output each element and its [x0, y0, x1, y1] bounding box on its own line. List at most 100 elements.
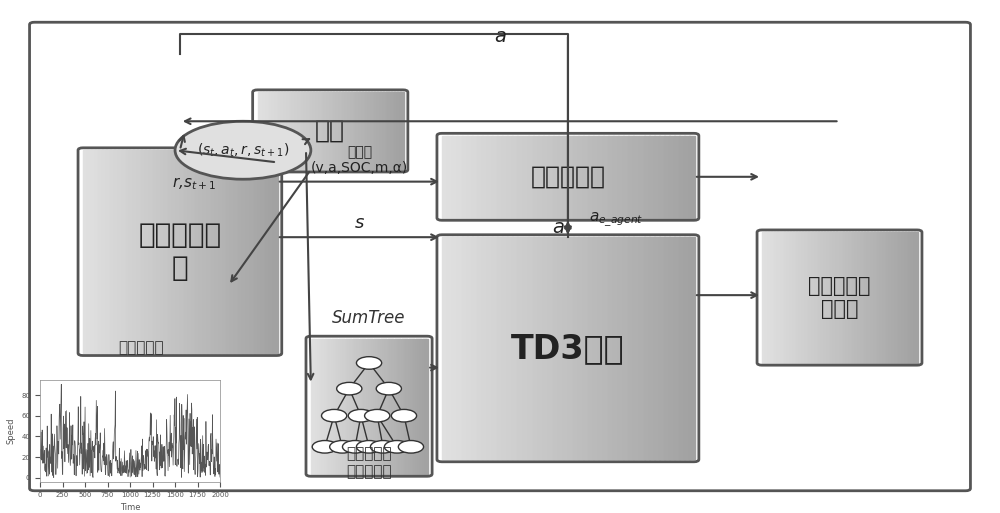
- Bar: [307, 92, 311, 170]
- Bar: [195, 150, 200, 353]
- Bar: [502, 237, 508, 459]
- Bar: [874, 232, 878, 363]
- Bar: [87, 150, 92, 353]
- Bar: [517, 237, 523, 459]
- Bar: [664, 237, 670, 459]
- Bar: [908, 232, 912, 363]
- Bar: [558, 237, 564, 459]
- Bar: [808, 232, 813, 363]
- Bar: [172, 150, 177, 353]
- Bar: [322, 92, 325, 170]
- Circle shape: [356, 441, 382, 453]
- Bar: [301, 92, 305, 170]
- Bar: [824, 232, 828, 363]
- Bar: [805, 232, 809, 363]
- Bar: [192, 150, 196, 353]
- Bar: [368, 92, 372, 170]
- Bar: [849, 232, 853, 363]
- Bar: [462, 237, 468, 459]
- Bar: [892, 232, 896, 363]
- Bar: [877, 232, 881, 363]
- Bar: [457, 136, 463, 218]
- Bar: [784, 232, 788, 363]
- Circle shape: [348, 409, 374, 422]
- Bar: [357, 339, 361, 474]
- Bar: [390, 339, 393, 474]
- Bar: [153, 150, 158, 353]
- Bar: [341, 339, 344, 474]
- Bar: [613, 237, 619, 459]
- Bar: [98, 150, 103, 353]
- Circle shape: [391, 409, 417, 422]
- Bar: [269, 150, 274, 353]
- Bar: [263, 92, 267, 170]
- Bar: [679, 136, 685, 218]
- Bar: [242, 150, 247, 353]
- Bar: [423, 339, 426, 474]
- Bar: [327, 339, 330, 474]
- Bar: [623, 237, 629, 459]
- Bar: [644, 237, 650, 459]
- Bar: [867, 232, 872, 363]
- Bar: [145, 150, 150, 353]
- Bar: [796, 232, 800, 363]
- Bar: [649, 136, 655, 218]
- X-axis label: Time: Time: [120, 503, 140, 512]
- Bar: [861, 232, 865, 363]
- Bar: [512, 237, 518, 459]
- Bar: [348, 92, 352, 170]
- Bar: [322, 339, 326, 474]
- Bar: [768, 232, 772, 363]
- Bar: [618, 136, 624, 218]
- Bar: [830, 232, 834, 363]
- Bar: [272, 92, 276, 170]
- Bar: [674, 237, 680, 459]
- Bar: [633, 237, 639, 459]
- Bar: [126, 150, 130, 353]
- Bar: [381, 339, 384, 474]
- Bar: [442, 136, 448, 218]
- Circle shape: [356, 357, 382, 369]
- Bar: [416, 339, 419, 474]
- Circle shape: [312, 441, 337, 453]
- Bar: [102, 150, 107, 353]
- Bar: [351, 92, 354, 170]
- Bar: [598, 136, 604, 218]
- Bar: [593, 237, 599, 459]
- Circle shape: [330, 441, 355, 453]
- Text: $a_{e\_agent}$: $a_{e\_agent}$: [589, 211, 644, 229]
- Bar: [895, 232, 899, 363]
- Bar: [911, 232, 915, 363]
- Bar: [334, 339, 337, 474]
- Circle shape: [398, 441, 424, 453]
- Text: 环境: 环境: [315, 119, 345, 143]
- Bar: [905, 232, 909, 363]
- Bar: [507, 136, 513, 218]
- Bar: [281, 92, 285, 170]
- Bar: [603, 136, 609, 218]
- Text: 运行本循环: 运行本循环: [118, 341, 164, 356]
- Bar: [558, 136, 564, 218]
- Bar: [371, 92, 375, 170]
- Bar: [168, 150, 173, 353]
- Bar: [425, 339, 428, 474]
- Bar: [385, 339, 389, 474]
- Bar: [91, 150, 96, 353]
- Bar: [639, 237, 645, 459]
- Bar: [188, 150, 193, 353]
- Text: 观测量
(v,a,SOC,m,α): 观测量 (v,a,SOC,m,α): [311, 145, 408, 175]
- Bar: [141, 150, 146, 353]
- Text: r,s$_{t+1}$: r,s$_{t+1}$: [172, 175, 217, 192]
- Bar: [654, 237, 660, 459]
- Bar: [333, 92, 337, 170]
- Bar: [628, 237, 634, 459]
- Bar: [258, 92, 261, 170]
- Bar: [266, 92, 270, 170]
- Bar: [378, 339, 382, 474]
- Bar: [914, 232, 918, 363]
- Bar: [818, 232, 822, 363]
- Bar: [517, 136, 523, 218]
- Bar: [452, 237, 458, 459]
- Bar: [523, 136, 529, 218]
- Bar: [689, 136, 695, 218]
